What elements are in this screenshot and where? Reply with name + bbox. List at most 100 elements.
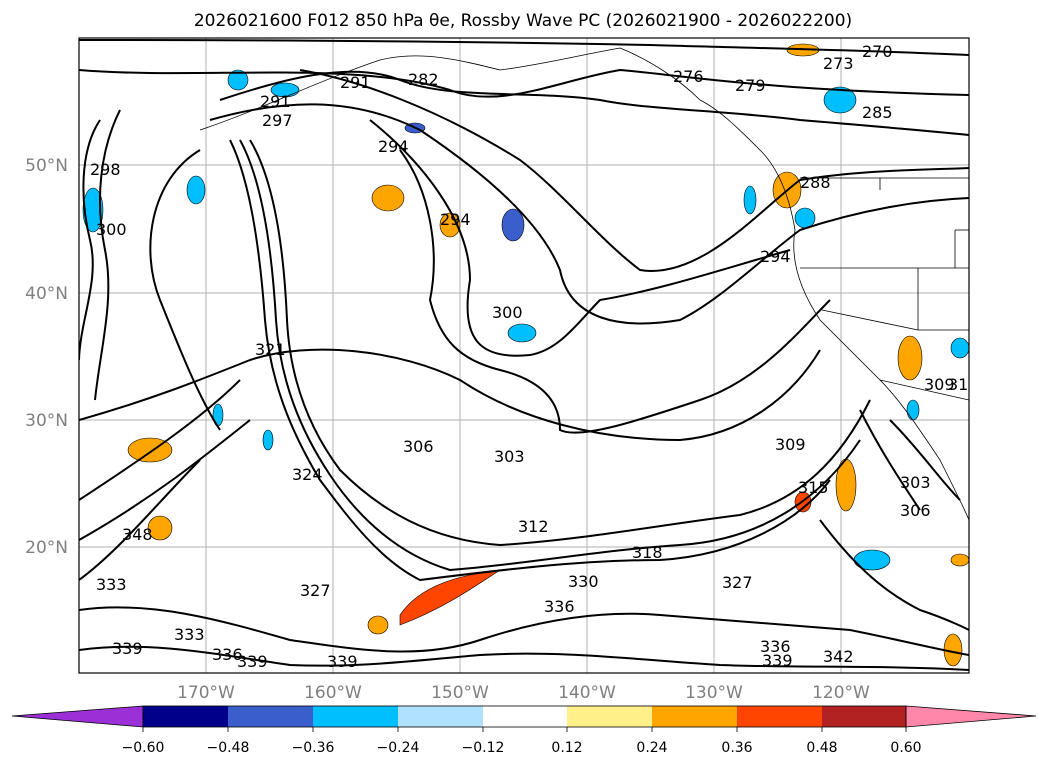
- latitude-labels: 50°N 40°N 30°N 20°N: [25, 156, 68, 558]
- lon-label: 140°W: [558, 683, 616, 703]
- negative-anomaly: [82, 187, 104, 233]
- lon-label: 130°W: [685, 683, 743, 703]
- colorbar-tick-label: −0.48: [207, 740, 250, 756]
- negative-anomaly: [823, 86, 857, 114]
- contour-label: 291: [260, 92, 291, 111]
- contour-label: 279: [735, 76, 766, 95]
- contour-label: 312: [948, 375, 979, 394]
- colorbar-segment: [483, 706, 567, 727]
- colorbar-tick-label: 0.60: [890, 740, 921, 756]
- negative-anomaly: [262, 429, 274, 451]
- colorbar-tick-label: −0.36: [292, 740, 335, 756]
- negative-anomaly: [743, 185, 757, 215]
- map-panel: 270 273 276 279 282 285 288 291 291 294 …: [78, 37, 979, 674]
- contour-label: 339: [762, 651, 793, 670]
- negative-anomaly: [227, 69, 249, 91]
- contour-label: 330: [568, 572, 599, 591]
- contour-label: 303: [494, 447, 525, 466]
- contour-label: 336: [212, 645, 243, 664]
- lon-label: 170°W: [177, 683, 235, 703]
- contour-label: 282: [408, 70, 439, 89]
- negative-anomaly: [794, 207, 816, 229]
- contour-label: 315: [798, 478, 829, 497]
- colorbar-max-extension: [905, 705, 1037, 728]
- colorbar-segment: [143, 706, 228, 727]
- contour-label: 348: [122, 525, 153, 544]
- contour-label: 321: [255, 340, 286, 359]
- positive-anomaly: [897, 335, 923, 381]
- contour-label: 327: [722, 573, 753, 592]
- contour-label: 339: [237, 652, 268, 671]
- coastlines: [199, 47, 969, 521]
- colorbar-tick-label: 0.12: [551, 740, 582, 756]
- figure-title: 2026021600 F012 850 hPa θe, Rossby Wave …: [194, 11, 852, 31]
- colorbar-tick-label: 0.36: [721, 740, 752, 756]
- contour-label: 297: [262, 111, 293, 130]
- colorbar-segment: [822, 706, 906, 727]
- contour-label: 294: [440, 210, 471, 229]
- contour-label: 300: [492, 303, 523, 322]
- contour-label: 333: [96, 575, 127, 594]
- contour-label: 339: [327, 652, 358, 671]
- colorbar-ticks: [142, 727, 907, 732]
- longitude-labels: 170°W 160°W 150°W 140°W 130°W 120°W: [177, 683, 870, 703]
- contour-label: 327: [300, 581, 331, 600]
- lat-label: 40°N: [25, 284, 68, 304]
- contour-label: 309: [924, 375, 955, 394]
- colorbar: −0.60 −0.48 −0.36 −0.24 −0.12 0.12 0.24 …: [11, 705, 1037, 756]
- contour-label: 303: [900, 473, 931, 492]
- colorbar-segment: [737, 706, 822, 727]
- colorbar-tick-label: −0.60: [122, 740, 165, 756]
- contour-label: 294: [760, 247, 791, 266]
- negative-anomaly: [186, 175, 206, 205]
- positive-anomaly: [371, 184, 405, 212]
- lat-label: 30°N: [25, 411, 68, 431]
- contour-label: 298: [90, 160, 121, 179]
- colorbar-tick-label: 0.48: [806, 740, 837, 756]
- contour-label: 336: [760, 637, 791, 656]
- contour-label: 336: [544, 597, 575, 616]
- contour-label: 291: [340, 73, 371, 92]
- contour-label: 339: [112, 639, 143, 658]
- contour-label: 300: [96, 220, 127, 239]
- contour-label: 270: [862, 42, 893, 61]
- contour-label: 309: [775, 435, 806, 454]
- contour-label: 276: [673, 67, 704, 86]
- contour-label: 318: [632, 543, 663, 562]
- positive-anomaly: [367, 615, 389, 635]
- lat-label: 20°N: [25, 538, 68, 558]
- lat-label: 50°N: [25, 156, 68, 176]
- negative-anomaly: [906, 399, 920, 421]
- colorbar-segment: [313, 706, 398, 727]
- theta-e-contours: [79, 39, 969, 671]
- positive-anomaly: [147, 515, 173, 541]
- colorbar-min-extension: [11, 705, 144, 728]
- contour-labels: 270 273 276 279 282 285 288 291 291 294 …: [90, 42, 979, 671]
- colorbar-segment: [398, 706, 483, 727]
- gridlines: [79, 38, 969, 673]
- colorbar-segment: [652, 706, 737, 727]
- colorbar-tick-label: −0.12: [462, 740, 505, 756]
- colorbar-segment: [567, 706, 652, 727]
- lon-label: 150°W: [431, 683, 489, 703]
- lon-label: 160°W: [304, 683, 362, 703]
- contour-label: 324: [292, 465, 323, 484]
- colorbar-segment: [228, 706, 313, 727]
- positive-anomaly: [950, 553, 969, 567]
- contour-label: 306: [403, 437, 434, 456]
- contour-label: 333: [174, 625, 205, 644]
- contour-label: 342: [823, 647, 854, 666]
- contour-label: 288: [800, 173, 831, 192]
- negative-anomaly: [501, 208, 525, 242]
- contour-label: 312: [518, 517, 549, 536]
- contour-label: 306: [900, 501, 931, 520]
- contour-label: 273: [823, 54, 854, 73]
- colorbar-tick-label: 0.24: [636, 740, 667, 756]
- lon-label: 120°W: [812, 683, 870, 703]
- contour-label: 285: [862, 103, 893, 122]
- anomaly-fills: [82, 43, 969, 667]
- negative-anomaly: [950, 337, 969, 359]
- contour-label: 294: [378, 137, 409, 156]
- colorbar-tick-label: −0.24: [377, 740, 420, 756]
